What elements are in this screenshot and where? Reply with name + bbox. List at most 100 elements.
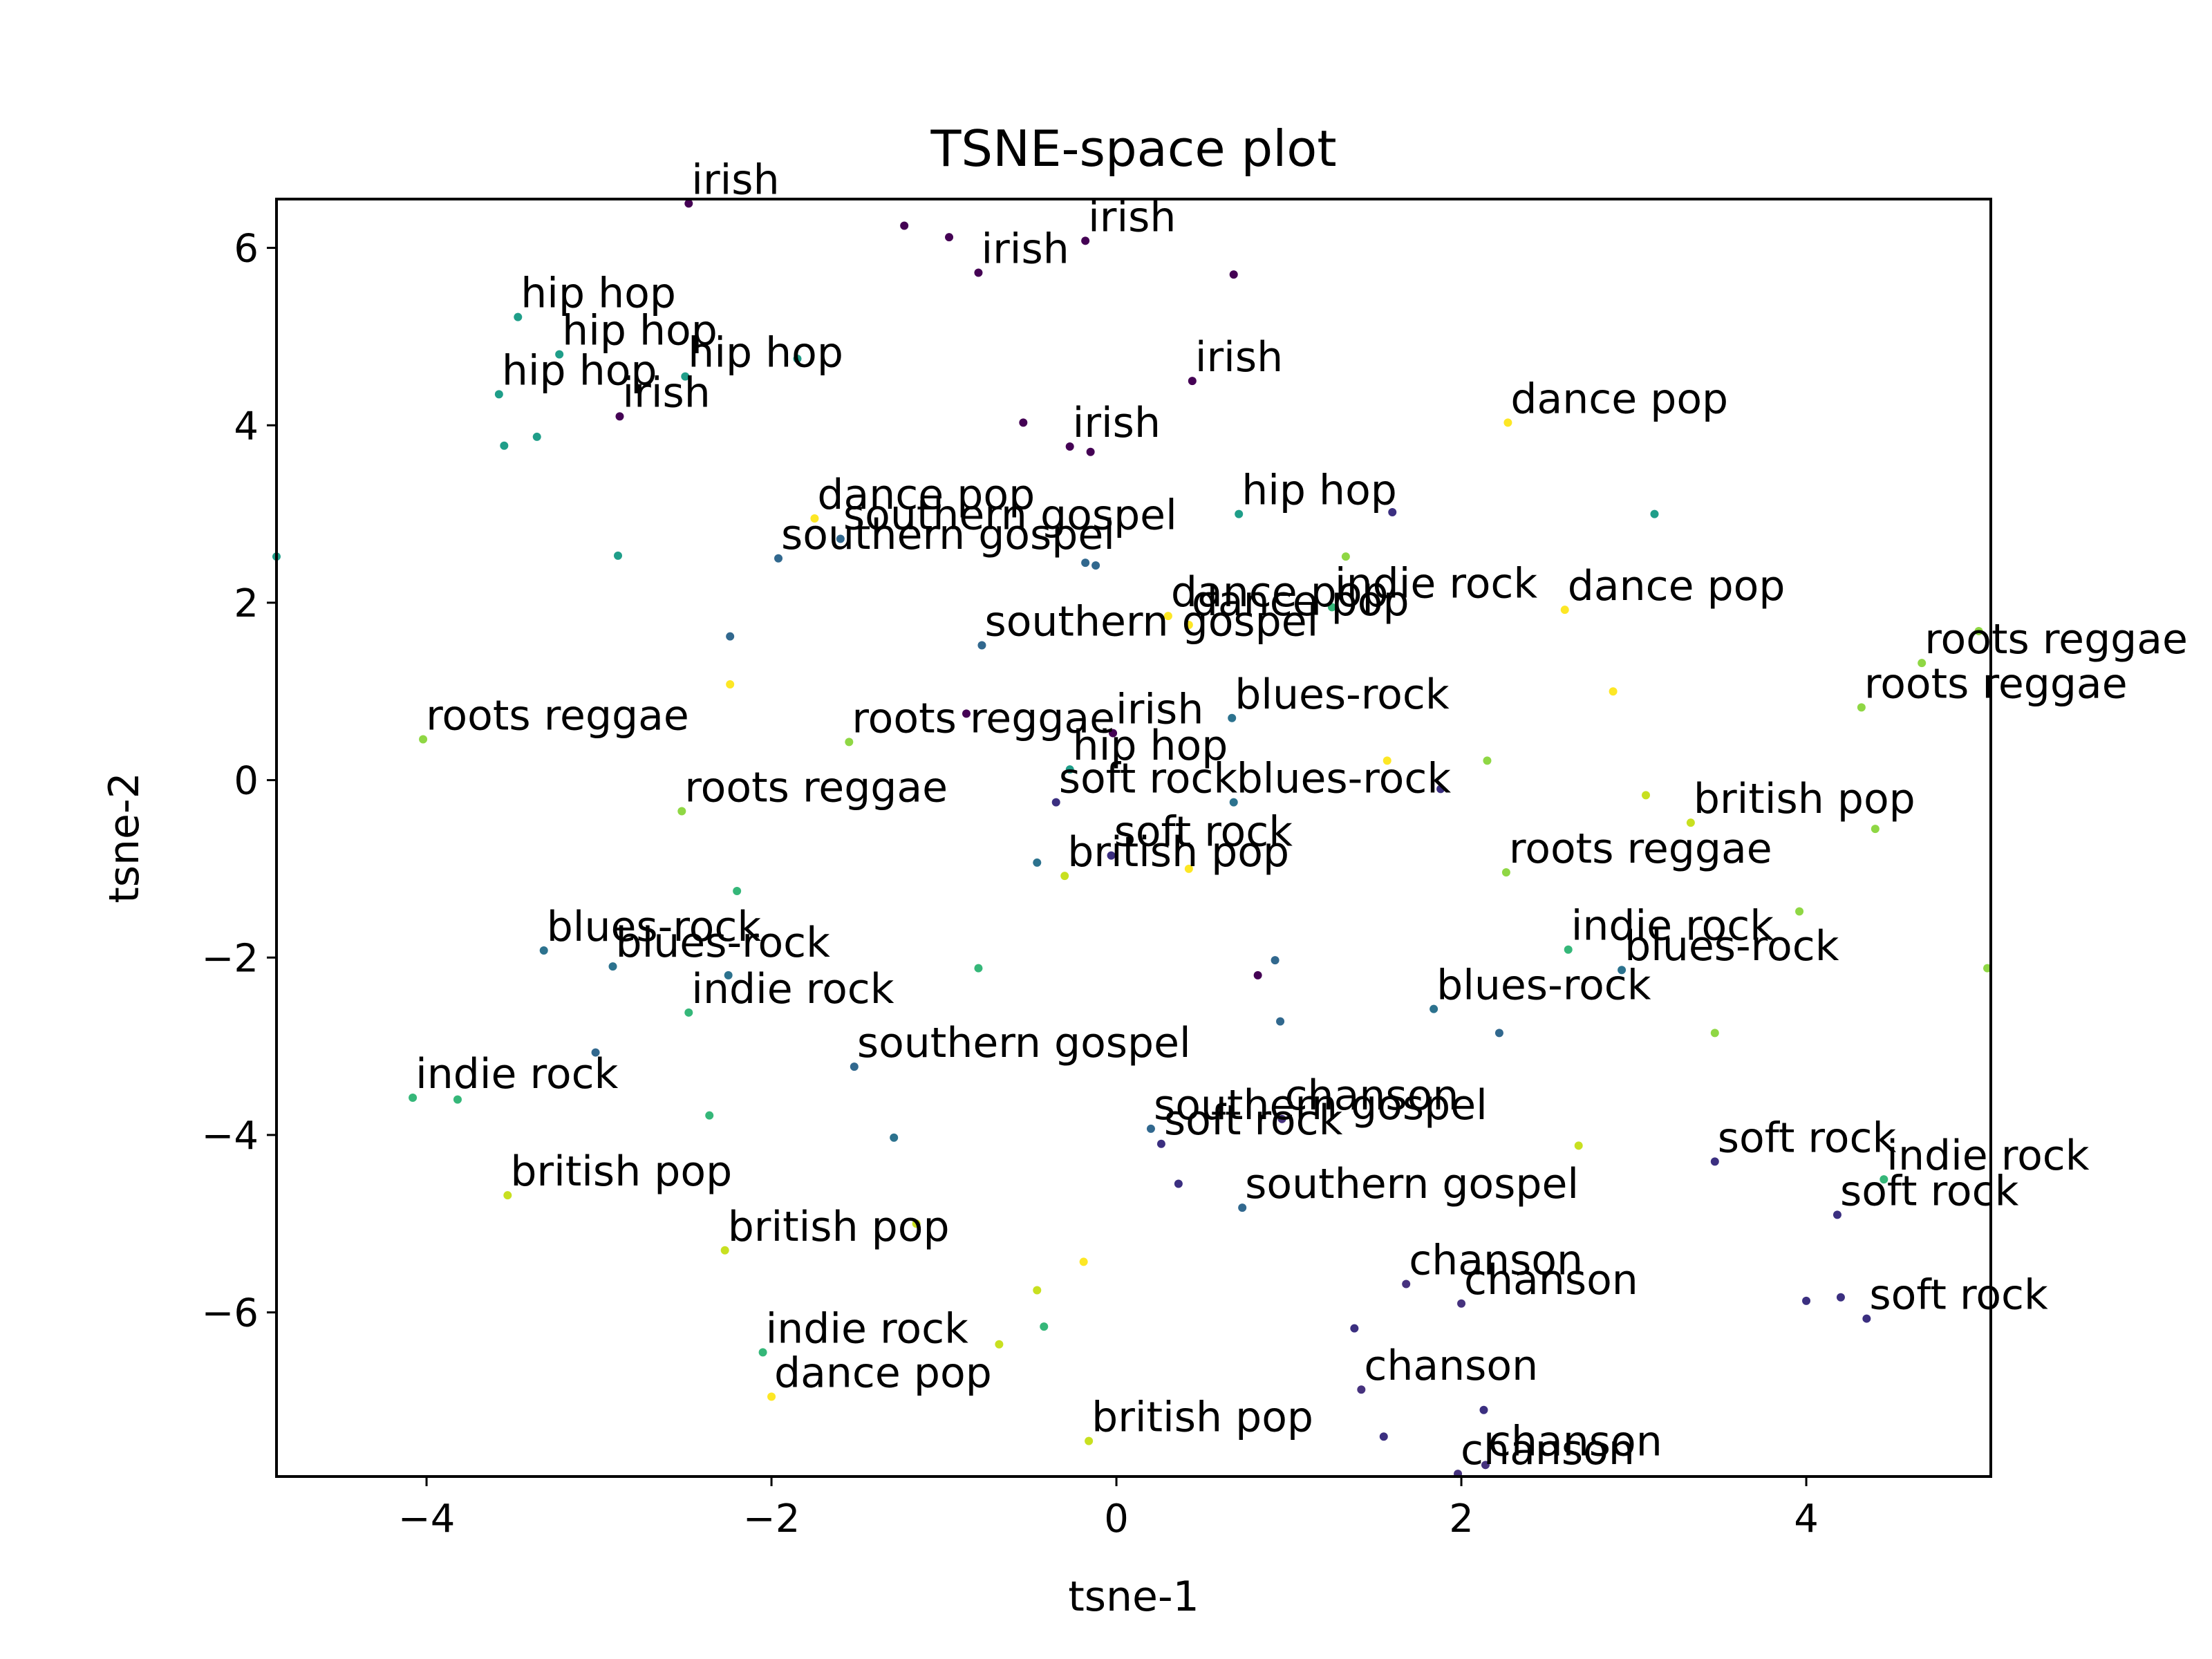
data-point: [1650, 509, 1659, 518]
data-point: [1081, 559, 1090, 568]
point-label: blues-rock: [1436, 962, 1651, 1010]
point-label: indie rock: [691, 965, 894, 1013]
point-label: roots reggae: [1924, 615, 2188, 664]
data-point: [1085, 1436, 1094, 1445]
y-tick-label: 0: [234, 759, 259, 804]
point-label: dance pop: [1192, 577, 1409, 626]
data-point: [1481, 1461, 1490, 1470]
data-point: [1618, 966, 1627, 975]
point-label: chanson: [1364, 1342, 1538, 1390]
data-point: [1457, 1299, 1466, 1308]
point-label: indie rock: [415, 1050, 618, 1098]
data-point: [1184, 621, 1193, 629]
data-point: [1146, 1124, 1155, 1133]
data-point: [836, 534, 845, 543]
data-point: [1107, 851, 1116, 860]
data-point: [494, 390, 503, 399]
data-point: [1609, 687, 1618, 696]
point-label: irish: [1088, 193, 1176, 241]
data-point: [532, 432, 541, 441]
data-point: [419, 735, 428, 744]
point-label: chanson: [1464, 1256, 1638, 1304]
point-label: southern gospel: [1245, 1160, 1579, 1208]
data-point: [758, 1348, 767, 1357]
data-point: [850, 1062, 859, 1071]
data-point: [1163, 612, 1172, 621]
data-point: [1253, 971, 1262, 980]
data-point: [890, 1133, 899, 1142]
data-point: [810, 514, 819, 523]
point-label: dance pop: [1510, 375, 1728, 423]
data-point: [1560, 606, 1569, 615]
point-label: irish: [981, 225, 1069, 274]
point-label: chanson: [1488, 1417, 1662, 1465]
data-point: [1271, 956, 1280, 965]
point-label: irish: [1195, 333, 1283, 382]
data-point: [1430, 1004, 1438, 1013]
data-point: [945, 233, 954, 242]
data-point: [1184, 864, 1193, 873]
point-label: blues-rock: [616, 919, 831, 967]
data-point: [1402, 1280, 1411, 1288]
point-label: chanson: [1409, 1237, 1583, 1285]
data-point: [1350, 1324, 1359, 1333]
data-point: [1051, 798, 1060, 807]
data-point: [1857, 703, 1866, 712]
point-label: irish: [1073, 399, 1161, 447]
point-label: southern gospel: [857, 1019, 1191, 1067]
data-point: [995, 1340, 1004, 1349]
data-point: [1079, 1257, 1088, 1266]
point-label: dance pop: [774, 1349, 992, 1398]
point-label: indie rock: [1571, 902, 1774, 950]
data-point: [774, 554, 783, 563]
data-point: [614, 551, 623, 560]
data-point: [1795, 907, 1804, 916]
data-point: [500, 441, 509, 450]
data-point: [767, 1392, 776, 1401]
point-label: southern gospel: [984, 598, 1318, 646]
data-point: [724, 971, 733, 980]
data-point: [900, 221, 909, 230]
data-point: [793, 355, 802, 363]
data-point: [1086, 447, 1095, 456]
point-label: blues-rock: [547, 903, 762, 951]
x-tick-label: −2: [743, 1497, 800, 1541]
point-label: soft rock: [1718, 1114, 1897, 1162]
data-point: [974, 964, 983, 973]
data-point: [1081, 236, 1090, 245]
y-axis: −6 −4 −2 0 2 4 6: [201, 227, 276, 1336]
data-point: [1156, 1139, 1165, 1148]
data-point: [555, 350, 564, 359]
data-point: [1277, 1114, 1286, 1123]
point-label: southern gospel: [1154, 1081, 1488, 1130]
data-point: [845, 738, 854, 747]
data-point: [1436, 785, 1445, 794]
x-axis: −4 −2 0 2 4: [398, 1477, 1819, 1541]
point-label: indie rock: [1886, 1132, 2089, 1180]
data-point: [1341, 552, 1350, 561]
data-point: [608, 962, 617, 971]
data-point: [1710, 1029, 1719, 1038]
point-label: british pop: [1067, 828, 1289, 877]
data-point: [1388, 508, 1397, 517]
point-label: hip hop: [502, 346, 657, 395]
data-point: [591, 1048, 600, 1057]
data-point: [677, 807, 686, 816]
data-point: [1327, 603, 1336, 612]
point-label: blues-rock: [1235, 671, 1450, 719]
data-point: [1379, 1432, 1388, 1441]
point-label: blues-rock: [1624, 922, 1839, 971]
data-point: [977, 641, 986, 650]
data-point: [684, 1008, 693, 1017]
data-point: [615, 412, 624, 421]
data-point: [1065, 442, 1074, 451]
data-point: [720, 1246, 729, 1255]
point-label: soft rock: [1164, 1096, 1343, 1145]
data-point: [1235, 509, 1244, 518]
data-point: [1229, 270, 1238, 279]
data-point: [1033, 1286, 1042, 1295]
data-point: [1871, 825, 1880, 834]
data-point: [726, 679, 735, 688]
data-point: [1483, 756, 1492, 765]
